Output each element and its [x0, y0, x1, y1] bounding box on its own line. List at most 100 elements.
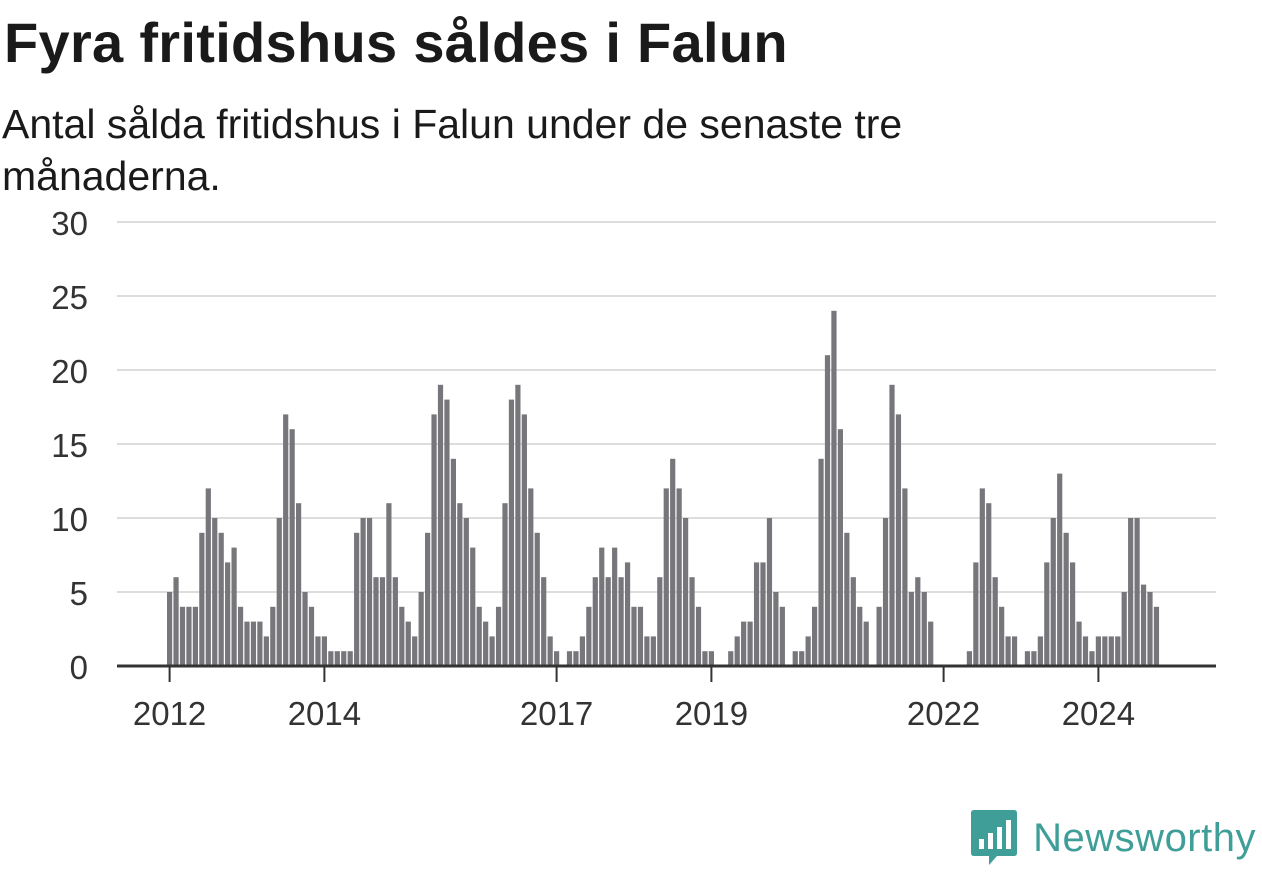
bar	[534, 532, 540, 666]
bar	[508, 399, 515, 666]
bar	[1108, 636, 1114, 666]
bar	[928, 621, 934, 666]
bar	[237, 606, 244, 666]
bar	[347, 651, 353, 666]
bar	[844, 532, 850, 666]
bar	[753, 562, 760, 666]
bar	[1005, 636, 1011, 666]
bar	[1147, 592, 1153, 666]
bar	[992, 577, 998, 666]
bar	[212, 518, 218, 666]
bar	[760, 562, 766, 666]
bar	[586, 606, 592, 666]
bar	[205, 488, 211, 666]
bar	[921, 592, 927, 666]
bar	[179, 606, 186, 666]
bar	[670, 458, 676, 666]
y-tick-label: 15	[51, 427, 88, 464]
bar	[799, 651, 805, 666]
bar	[882, 518, 889, 666]
bar	[1031, 651, 1037, 666]
bar	[792, 651, 798, 666]
bar	[250, 621, 257, 666]
bar	[663, 488, 669, 666]
bar	[521, 414, 527, 666]
bar	[270, 606, 276, 666]
bar	[218, 532, 224, 666]
bar	[605, 577, 611, 666]
bar	[495, 606, 502, 666]
bars	[167, 310, 1160, 666]
bar	[405, 621, 411, 666]
bar	[612, 547, 618, 666]
bar	[683, 518, 689, 666]
bar	[515, 384, 521, 666]
bar	[167, 592, 173, 666]
bar	[354, 532, 360, 666]
bar	[1037, 636, 1043, 666]
bar	[657, 577, 663, 666]
bar	[915, 577, 921, 666]
x-tick-label: 2017	[520, 695, 593, 732]
bar	[1050, 518, 1056, 666]
bar	[637, 606, 644, 666]
bar	[225, 562, 231, 666]
bar	[1076, 621, 1082, 666]
bar	[676, 488, 682, 666]
bar	[1044, 562, 1050, 666]
bar	[289, 429, 295, 666]
bar	[334, 651, 340, 666]
bar	[412, 636, 418, 666]
bar	[321, 636, 327, 666]
bar	[283, 414, 289, 666]
bar	[341, 651, 347, 666]
bar	[373, 577, 379, 666]
bar	[689, 577, 695, 666]
bar	[1153, 606, 1160, 666]
bar	[592, 577, 598, 666]
bar	[431, 414, 437, 666]
bar	[695, 606, 702, 666]
y-tick-label: 20	[51, 353, 88, 390]
bar	[566, 651, 573, 666]
bar	[1057, 473, 1063, 666]
bar	[1140, 584, 1147, 666]
bar	[863, 621, 869, 666]
bar	[489, 636, 495, 666]
bar	[366, 518, 373, 666]
bar	[734, 636, 740, 666]
bar	[257, 621, 263, 666]
bar	[437, 384, 444, 666]
bar	[263, 636, 269, 666]
y-tick-label: 0	[70, 649, 88, 686]
brand-logo[interactable]: Newsworthy	[969, 809, 1256, 867]
bar	[741, 621, 747, 666]
bar	[650, 636, 656, 666]
bar	[644, 636, 650, 666]
bar	[850, 577, 856, 666]
bar	[902, 488, 908, 666]
bar	[573, 651, 579, 666]
bar	[244, 621, 250, 666]
bar	[457, 503, 463, 666]
bar	[876, 606, 882, 666]
bar	[1128, 518, 1134, 666]
bar	[328, 651, 334, 666]
bar	[444, 399, 450, 666]
bar	[1063, 532, 1069, 666]
bar	[1134, 518, 1140, 666]
bar	[276, 518, 282, 666]
bar	[618, 577, 624, 666]
bar	[1121, 592, 1127, 666]
bar	[702, 651, 708, 666]
x-tick-label: 2024	[1062, 695, 1135, 732]
bar	[889, 384, 895, 666]
bar	[579, 636, 585, 666]
bar	[999, 606, 1005, 666]
bar	[824, 355, 831, 666]
bar	[831, 310, 837, 666]
x-axis-ticks: 2012 2014 2017 2019 2022 2024	[133, 666, 1135, 732]
bar	[418, 592, 424, 666]
bar	[973, 562, 979, 666]
bar	[805, 636, 811, 666]
